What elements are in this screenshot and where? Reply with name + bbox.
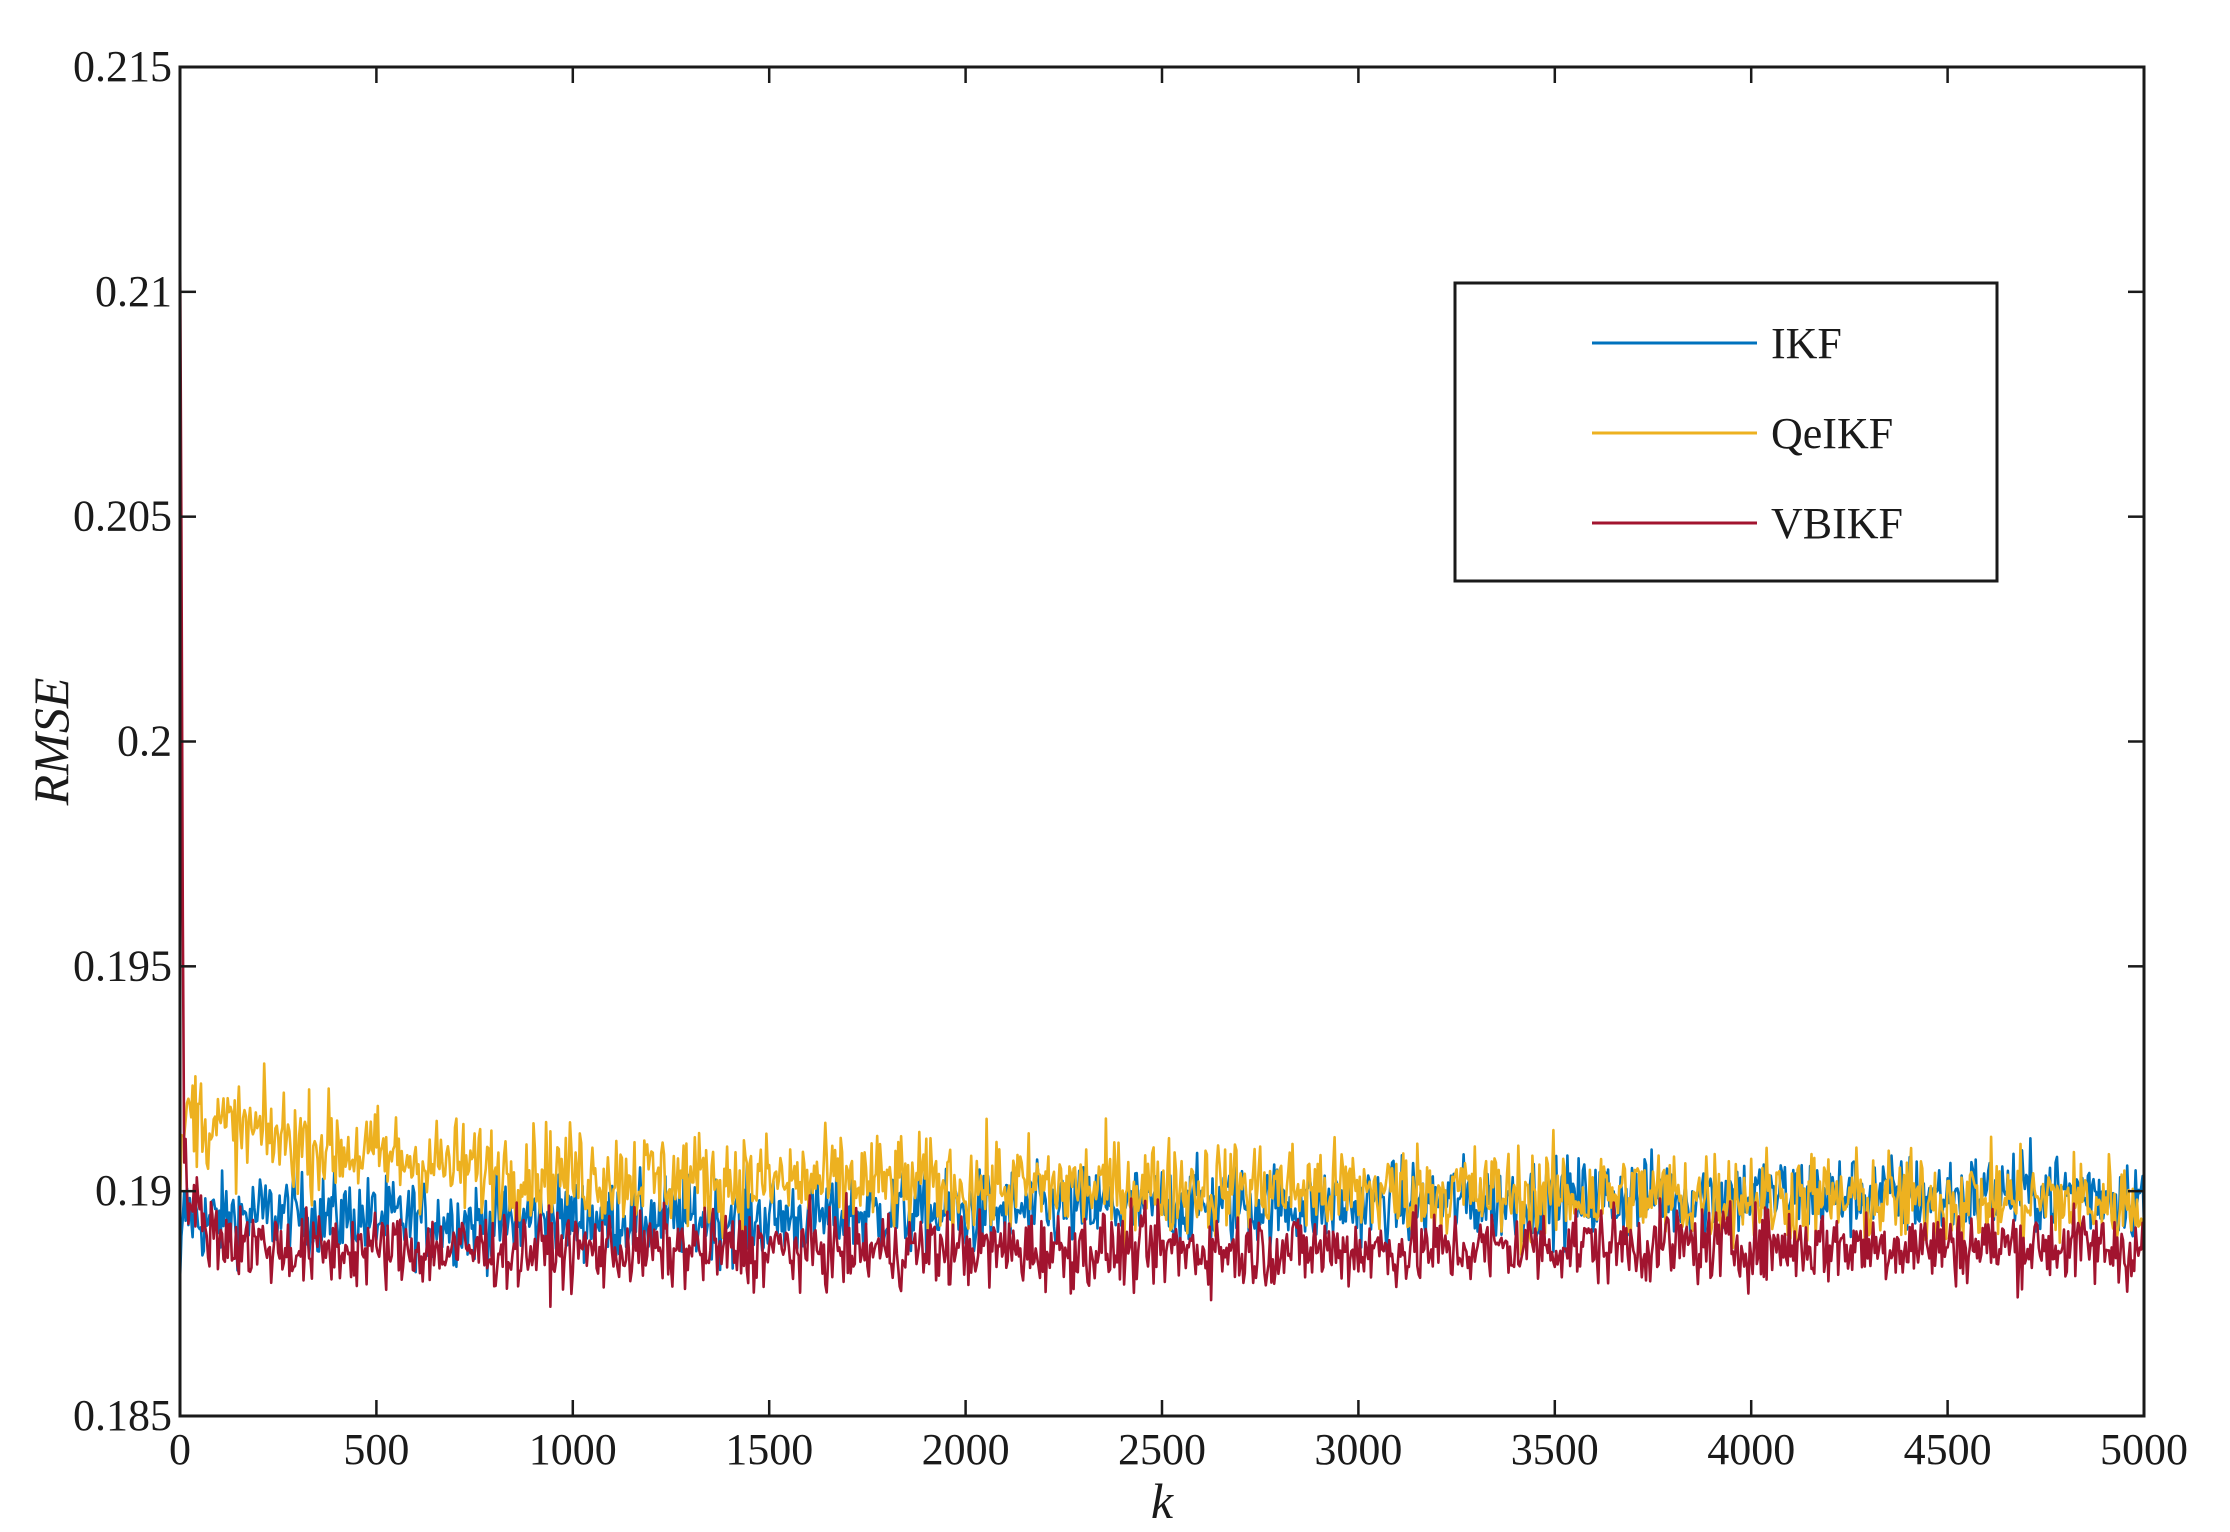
x-tick-label: 4000 (1707, 1425, 1795, 1474)
series-line-vbikf (178, 224, 2146, 1308)
legend-label-qeikf: QeIKF (1771, 409, 1893, 458)
legend-label-ikf: IKF (1771, 319, 1842, 368)
legend-label-vbikf: VBIKF (1771, 499, 1903, 548)
y-tick-label: 0.185 (73, 1391, 172, 1440)
x-tick-label: 2000 (922, 1425, 1010, 1474)
axis-ticks: 0 500 1000 1500 2000 2500 3000 3500 4000 4500 5000… (73, 42, 2188, 1474)
y-tick-label: 0.19 (95, 1166, 172, 1215)
y-tick-label: 0.195 (73, 941, 172, 990)
x-axis-label: k (1151, 1473, 1174, 1529)
x-tick-label: 5000 (2100, 1425, 2188, 1474)
y-tick-label: 0.2 (117, 717, 172, 766)
x-tick-label: 3000 (1314, 1425, 1402, 1474)
x-tick-label: 4500 (1904, 1425, 1992, 1474)
x-tick-label: 500 (343, 1425, 409, 1474)
y-tick-label: 0.215 (73, 42, 172, 91)
series-line-qeikf (178, 1062, 2146, 1258)
series-line-ikf (178, 1137, 2146, 1282)
x-tick-label: 2500 (1118, 1425, 1206, 1474)
x-tick-label: 3500 (1511, 1425, 1599, 1474)
y-tick-label: 0.21 (95, 267, 172, 316)
x-tick-label: 1500 (725, 1425, 813, 1474)
x-tick-label: 1000 (529, 1425, 617, 1474)
series-layer (178, 224, 2146, 1308)
x-tick-label: 0 (169, 1425, 191, 1474)
y-tick-label: 0.205 (73, 492, 172, 541)
legend: IKF QeIKF VBIKF (1453, 281, 1999, 583)
y-axis-label: RMSE (23, 678, 79, 807)
